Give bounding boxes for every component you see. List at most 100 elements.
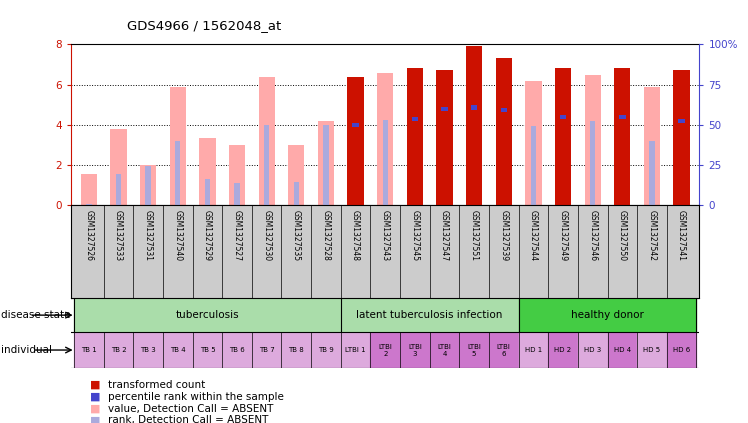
Text: LTBI
4: LTBI 4 [438,343,452,357]
Bar [619,115,625,119]
Bar [614,68,631,205]
Bar [525,81,542,205]
Bar [555,68,571,205]
Text: TB 4: TB 4 [170,347,186,353]
Bar [104,332,133,368]
Bar [192,332,222,368]
Bar [81,174,97,205]
Text: TB 7: TB 7 [259,347,275,353]
Bar [459,332,489,368]
Bar [111,129,126,205]
Text: GSM1327535: GSM1327535 [292,210,301,261]
Text: ■: ■ [90,380,100,390]
Text: GSM1327528: GSM1327528 [322,210,331,261]
Bar [614,68,631,205]
Bar [370,332,400,368]
Bar [133,332,163,368]
Text: GSM1327533: GSM1327533 [114,210,123,261]
Bar [229,145,245,205]
Bar [175,141,180,205]
Text: GSM1327551: GSM1327551 [470,210,479,261]
Bar [649,141,654,205]
Text: ■: ■ [90,404,100,414]
Bar [205,179,210,205]
Bar [500,107,507,112]
Bar [347,77,364,205]
Bar [145,166,151,205]
Text: value, Detection Call = ABSENT: value, Detection Call = ABSENT [108,404,274,414]
Bar [673,69,690,205]
Bar [382,120,388,205]
Bar [311,332,341,368]
Text: GSM1327531: GSM1327531 [144,210,153,261]
Text: HD 2: HD 2 [554,347,571,353]
Bar [678,118,685,123]
Bar [496,58,512,205]
Text: percentile rank within the sample: percentile rank within the sample [108,392,284,402]
Text: individual: individual [1,345,52,355]
Text: LTBI
5: LTBI 5 [468,343,481,357]
Text: TB 3: TB 3 [140,347,156,353]
Text: LTBI
6: LTBI 6 [497,343,511,357]
Text: HD 6: HD 6 [673,347,690,353]
Text: ■: ■ [90,392,100,402]
Bar [578,332,607,368]
Bar [518,332,548,368]
Text: GSM1327549: GSM1327549 [559,210,568,261]
Bar [294,182,299,205]
Bar [352,123,359,127]
Bar [323,125,328,205]
Text: GSM1327541: GSM1327541 [677,210,686,261]
Text: GSM1327529: GSM1327529 [203,210,212,261]
Text: TB 8: TB 8 [289,347,304,353]
Bar [341,332,370,368]
Text: TB 6: TB 6 [229,347,245,353]
Bar [264,125,269,205]
Text: GSM1327527: GSM1327527 [233,210,242,261]
Bar [341,298,518,332]
Text: GSM1327544: GSM1327544 [529,210,538,261]
Bar [607,332,637,368]
Bar [590,121,595,205]
Text: disease state: disease state [1,310,70,320]
Bar [411,117,418,121]
Bar [400,332,429,368]
Text: HD 5: HD 5 [643,347,660,353]
Bar [407,68,423,205]
Text: HD 4: HD 4 [614,347,631,353]
Bar [518,298,696,332]
Text: GSM1327545: GSM1327545 [411,210,420,261]
Text: TB 9: TB 9 [318,347,334,353]
Bar [531,126,536,205]
Text: GSM1327547: GSM1327547 [440,210,449,261]
Text: TB 1: TB 1 [81,347,96,353]
Bar [140,165,156,205]
Bar [318,121,334,205]
Text: LTBI
2: LTBI 2 [378,343,392,357]
Text: GSM1327546: GSM1327546 [588,210,597,261]
Text: rank, Detection Call = ABSENT: rank, Detection Call = ABSENT [108,415,269,423]
Text: GSM1327539: GSM1327539 [499,210,509,261]
Text: TB 5: TB 5 [200,347,215,353]
Bar [471,105,477,110]
Text: GSM1327530: GSM1327530 [262,210,272,261]
Text: tuberculosis: tuberculosis [176,310,239,320]
Bar [170,87,186,205]
Text: GSM1327540: GSM1327540 [174,210,183,261]
Bar [555,68,571,205]
Text: LTBI 1: LTBI 1 [346,347,366,353]
Text: GSM1327542: GSM1327542 [648,210,657,261]
Bar [407,68,423,205]
Text: ■: ■ [90,415,100,423]
Bar [222,332,252,368]
Bar [377,73,393,205]
Bar [252,332,281,368]
Bar [116,174,121,205]
Bar [673,69,690,205]
Text: HD 1: HD 1 [525,347,542,353]
Bar [466,47,482,205]
Bar [441,107,448,111]
Bar [429,332,459,368]
Bar [489,332,518,368]
Bar [548,332,578,368]
